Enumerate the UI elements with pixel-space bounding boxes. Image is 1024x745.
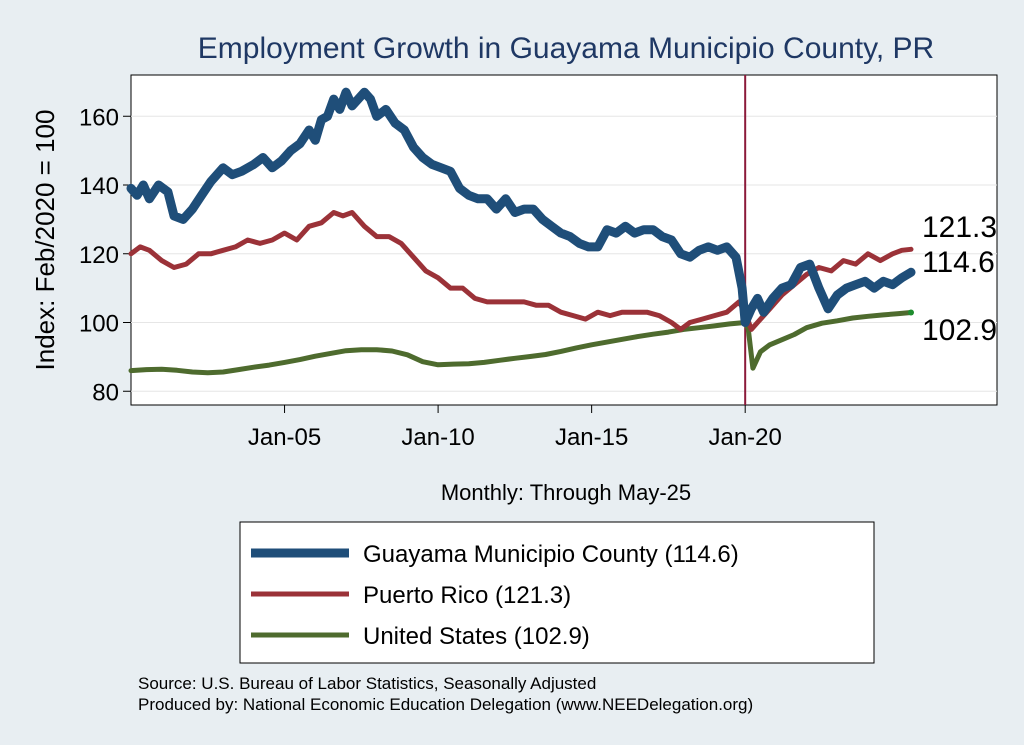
series-lines <box>126 87 916 376</box>
end-label-2: 102.9 <box>922 314 997 347</box>
x-axis-ticks: Jan-05 Jan-10 Jan-15 Jan-20 <box>248 405 782 451</box>
end-label-0: 114.6 <box>922 246 995 279</box>
series-line-1 <box>128 210 914 332</box>
series-line-2 <box>128 310 914 376</box>
y-tick-label: 160 <box>79 104 119 131</box>
y-tick-label: 140 <box>79 173 119 200</box>
x-tick-label: Jan-10 <box>401 424 474 451</box>
series-line-0 <box>126 87 916 327</box>
plot-area <box>130 74 998 406</box>
x-tick-label: Jan-20 <box>708 424 781 451</box>
y-tick-label: 100 <box>79 311 119 338</box>
us-end-marker <box>908 309 915 316</box>
x-tick-label: Jan-05 <box>248 424 321 451</box>
gridlines <box>131 115 997 392</box>
y-tick-label: 120 <box>79 242 119 269</box>
legend-entry-2: United States (102.9) <box>363 623 590 650</box>
x-tick-label: Jan-15 <box>555 424 628 451</box>
y-tick-label: 80 <box>92 379 119 406</box>
y-axis-ticks: 80 100 120 140 160 <box>79 104 131 406</box>
source-line: Source: U.S. Bureau of Labor Statistics,… <box>138 674 596 693</box>
legend-entry-1: Puerto Rico (121.3) <box>363 582 571 609</box>
y-axis-label: Index: Feb/2020 = 100 <box>30 110 60 371</box>
legend-entry-0: Guayama Municipio County (114.6) <box>363 541 739 568</box>
x-axis-label: Monthly: Through May-25 <box>441 480 691 505</box>
produced-by-line: Produced by: National Economic Education… <box>138 695 753 714</box>
end-label-1: 121.3 <box>922 211 997 244</box>
legend: Guayama Municipio County (114.6) Puerto R… <box>251 541 739 650</box>
chart-title: Employment Growth in Guayama Municipio C… <box>198 32 934 65</box>
